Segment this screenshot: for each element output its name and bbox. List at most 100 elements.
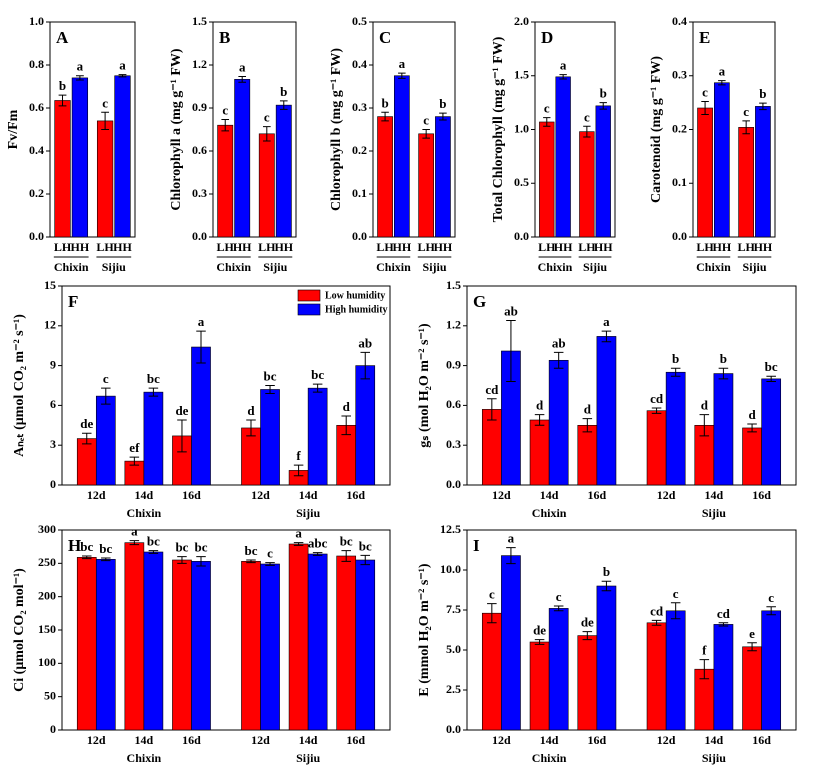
error-bar (718, 367, 729, 380)
y-tick-label: 9 (50, 357, 56, 371)
error-bar (582, 418, 593, 433)
x-tick-label: 14d (135, 488, 154, 502)
error-bar (747, 642, 757, 652)
x-tick-label: 12d (492, 488, 511, 502)
error-bar (766, 606, 776, 616)
y-tick-label: 50 (44, 688, 56, 702)
x-tick-label: 14d (299, 488, 318, 502)
y-tick-label: 0.4 (29, 143, 44, 157)
significance-letter: bc (195, 540, 208, 555)
x-tick-label: 14d (540, 733, 559, 747)
bar (124, 542, 145, 731)
significance-letter: cd (717, 606, 731, 621)
bar (234, 79, 251, 238)
bar (95, 559, 116, 731)
bar (646, 410, 667, 486)
error-bar (279, 100, 288, 110)
significance-letter: de (80, 416, 93, 431)
bar (539, 121, 555, 238)
y-tick-label: 200 (38, 588, 56, 602)
significance-letter: de (175, 403, 188, 418)
group-label: Sijiu (296, 506, 320, 520)
plot-frame (372, 21, 456, 238)
x-tick-label: 14d (299, 733, 318, 747)
bar (761, 378, 782, 486)
x-tick-label: 16d (182, 488, 201, 502)
bar (529, 419, 550, 486)
y-tick-label: 0.0 (192, 229, 207, 243)
significance-letter: c (673, 586, 679, 601)
error-bar (101, 387, 111, 405)
significance-letter: cd (485, 382, 499, 397)
y-axis-label: Fv/Fm (6, 109, 21, 149)
x-tick-label: 16d (752, 488, 771, 502)
significance-letter: cd (650, 603, 664, 618)
error-bar (534, 414, 545, 426)
significance-letter: bc (80, 539, 93, 554)
x-tick-label: HH (594, 240, 613, 254)
significance-letter: e (749, 626, 755, 641)
group-label: Sijiu (296, 751, 320, 765)
significance-letter: b (59, 78, 66, 93)
bar (418, 133, 435, 238)
significance-letter: cd (650, 391, 664, 406)
plot-frame (466, 529, 797, 731)
panel-label: E (699, 28, 710, 47)
error-bar (439, 112, 447, 121)
y-tick-label: 0.6 (192, 143, 207, 157)
bar (548, 359, 569, 486)
significance-letter: c (264, 110, 270, 125)
significance-letter: bc (359, 538, 372, 553)
x-tick-label: HH (113, 240, 132, 254)
error-bar (129, 540, 140, 546)
group-label: Chixin (376, 260, 411, 274)
y-tick-label: 1.5 (192, 14, 207, 28)
error-bar (506, 547, 516, 565)
bar (577, 424, 598, 486)
y-tick-label: 0.3 (192, 186, 207, 200)
error-bar (718, 80, 726, 86)
group-label: Chixin (532, 751, 567, 765)
significance-letter: a (560, 58, 567, 73)
significance-letter: d (536, 398, 544, 413)
error-bar (58, 94, 67, 107)
error-bar (196, 556, 206, 567)
significance-letter: b (381, 95, 388, 110)
x-tick-label: LH (258, 240, 276, 254)
x-tick-label: 14d (705, 488, 724, 502)
significance-letter: b (672, 351, 679, 366)
bar (114, 75, 131, 238)
x-tick-label: 14d (705, 733, 724, 747)
error-bar (583, 125, 591, 138)
error-bar (148, 387, 159, 397)
y-tick-label: 2.5 (446, 682, 461, 696)
bar (336, 555, 357, 731)
group-label: Chixin (54, 260, 89, 274)
bar (481, 409, 502, 486)
y-tick-label: 1.0 (514, 121, 529, 135)
bar (697, 107, 713, 238)
x-tick-label: LH (54, 240, 72, 254)
x-tick-label: 12d (87, 488, 106, 502)
error-bar (543, 117, 551, 127)
plot-frame (212, 21, 297, 238)
error-bar (651, 619, 662, 626)
y-tick-label: 10.0 (440, 562, 461, 576)
bar (54, 100, 71, 238)
significance-letter: a (508, 531, 515, 546)
bar (217, 124, 234, 238)
significance-letter: a (119, 58, 126, 73)
error-bar (75, 75, 84, 81)
bar (738, 127, 755, 238)
significance-letter: c (544, 101, 550, 116)
significance-letter: b (439, 96, 446, 111)
significance-letter: ab (552, 335, 566, 350)
x-tick-label: LH (417, 240, 435, 254)
y-tick-label: 0.5 (352, 14, 367, 28)
y-tick-label: 0.1 (672, 175, 687, 189)
y-tick-label: 0.0 (29, 229, 44, 243)
significance-letter: ef (129, 440, 140, 455)
panel-label: I (473, 536, 480, 555)
y-axis-label: Chlorophyll a (mg g⁻¹ FW) (169, 48, 184, 211)
y-tick-label: 0.2 (672, 121, 687, 135)
